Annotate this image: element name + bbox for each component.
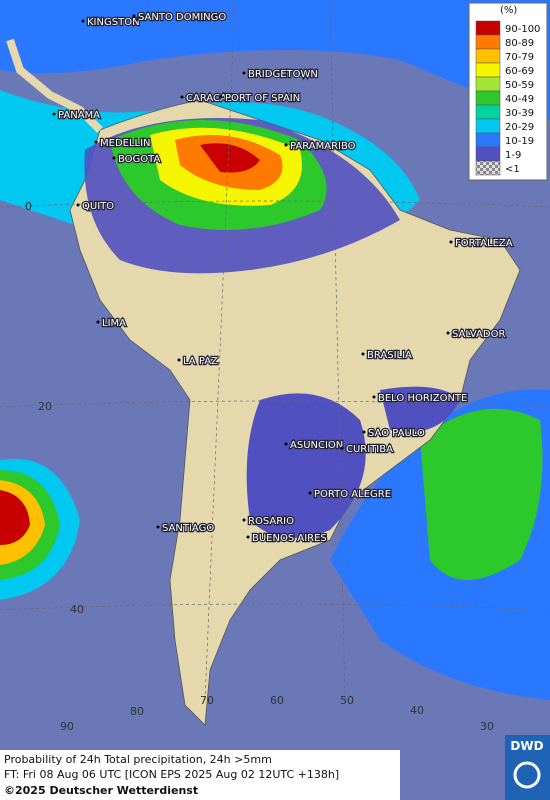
legend-swatch (475, 160, 501, 176)
city-label: KINGSTON (87, 17, 140, 28)
city-label: QUITO (82, 201, 114, 212)
city-marker (308, 491, 312, 495)
grid-line (329, 0, 346, 701)
longitude-label: 30 (480, 720, 494, 733)
legend-label: 20-29 (505, 122, 534, 133)
city-marker (446, 331, 450, 335)
legend-swatch (475, 132, 501, 148)
city-label: ROSARIO (248, 516, 294, 527)
footer-line: Probability of 24h Total precipitation, … (4, 753, 272, 766)
city-label: LA PAZ (183, 356, 218, 367)
city-label: SANTIAGO (162, 523, 214, 534)
city-marker (112, 156, 116, 160)
legend-swatch (475, 48, 501, 64)
city-label: PARAMARIBO (290, 141, 356, 152)
city-marker (246, 535, 250, 539)
copyright: ©2025 Deutscher Wetterdienst (4, 784, 198, 797)
city-label: CARACAS (186, 93, 233, 104)
legend-label: 70-79 (505, 52, 534, 63)
precip-1 (246, 393, 366, 538)
longitude-label: 50 (340, 694, 354, 707)
city-marker (361, 352, 365, 356)
city-label: SALVADOR (452, 329, 505, 340)
city-marker (340, 446, 344, 450)
city-label: SAO PAULO (368, 428, 425, 439)
longitude-label: 80 (130, 705, 144, 718)
city-label: CURITIBA (346, 444, 393, 455)
legend-label: 10-19 (505, 136, 534, 147)
legend-swatch (475, 34, 501, 50)
latitude-label: 40 (70, 603, 84, 616)
legend-label: 40-49 (505, 94, 534, 105)
city-label: BRIDGETOWN (248, 69, 318, 80)
city-marker (156, 525, 160, 529)
precip-40 (420, 408, 543, 580)
city-marker (284, 442, 288, 446)
longitude-label: 40 (410, 704, 424, 717)
city-label: ASUNCION (290, 440, 343, 451)
precip-1 (380, 386, 460, 432)
legend-swatch (475, 104, 501, 120)
latitude-label: 20 (38, 400, 52, 413)
legend-label: <1 (505, 164, 520, 175)
city-marker (177, 358, 181, 362)
legend-swatch (475, 146, 501, 162)
city-marker (132, 14, 136, 18)
legend-label: 1-9 (505, 150, 521, 161)
precip-10 (0, 0, 550, 120)
legend-label: 30-39 (505, 108, 534, 119)
legend-swatch (475, 90, 501, 106)
city-marker (94, 140, 98, 144)
city-marker (96, 320, 100, 324)
latitude-label: 0 (25, 200, 32, 213)
city-label: BUENOS AIRES (252, 533, 327, 544)
city-marker (76, 203, 80, 207)
city-label: SANTO DOMINGO (138, 12, 226, 23)
city-marker (180, 95, 184, 99)
land (6, 38, 103, 133)
city-label: MEDELLIN (100, 138, 151, 149)
grid-line (204, 0, 236, 701)
longitude-label: 60 (270, 694, 284, 707)
city-label: FORTALEZA (455, 238, 513, 249)
legend-swatch (475, 62, 501, 78)
logo-box (505, 735, 550, 800)
legend-title: (%) (500, 5, 517, 16)
legend-label: 90-100 (505, 24, 540, 35)
city-label: PANAMA (58, 110, 100, 121)
longitude-label: 70 (200, 694, 214, 707)
longitude-label: 90 (60, 720, 74, 733)
precip-90 (200, 143, 260, 173)
city-marker (372, 395, 376, 399)
legend-label: 80-89 (505, 38, 534, 49)
city-marker (242, 518, 246, 522)
precip-90 (0, 490, 30, 545)
legend-label: 60-69 (505, 66, 534, 77)
city-label: BRASILIA (367, 350, 412, 361)
logo-icon (513, 761, 541, 789)
logo: DWD (510, 739, 543, 753)
legend-swatch (475, 76, 501, 92)
city-label: PORT OF SPAIN (225, 93, 300, 104)
city-label: BOGOTA (118, 154, 161, 165)
legend-swatch (475, 118, 501, 134)
city-marker (284, 143, 288, 147)
city-label: PORTO ALEGRE (314, 489, 391, 500)
city-marker (449, 240, 453, 244)
city-label: LIMA (102, 318, 126, 329)
city-marker (81, 19, 85, 23)
city-marker (242, 71, 246, 75)
city-marker (52, 112, 56, 116)
footer-line: FT: Fri 08 Aug 06 UTC [ICON EPS 2025 Aug… (4, 768, 339, 781)
city-marker (219, 95, 223, 99)
city-label: BELO HORIZONTE (378, 393, 467, 404)
legend-label: 50-59 (505, 80, 534, 91)
footer-box (0, 750, 400, 800)
legend-swatch (475, 20, 501, 36)
city-marker (362, 430, 366, 434)
